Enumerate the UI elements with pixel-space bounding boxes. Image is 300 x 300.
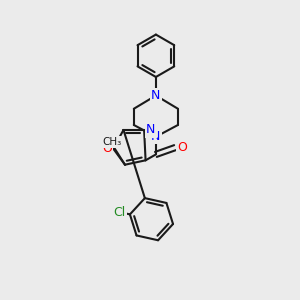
Text: N: N bbox=[151, 130, 160, 143]
Text: CH₃: CH₃ bbox=[102, 137, 121, 147]
Text: N: N bbox=[151, 89, 160, 102]
Text: O: O bbox=[102, 142, 112, 155]
Text: Cl: Cl bbox=[114, 206, 126, 219]
Text: N: N bbox=[146, 124, 155, 136]
Text: O: O bbox=[178, 141, 187, 154]
